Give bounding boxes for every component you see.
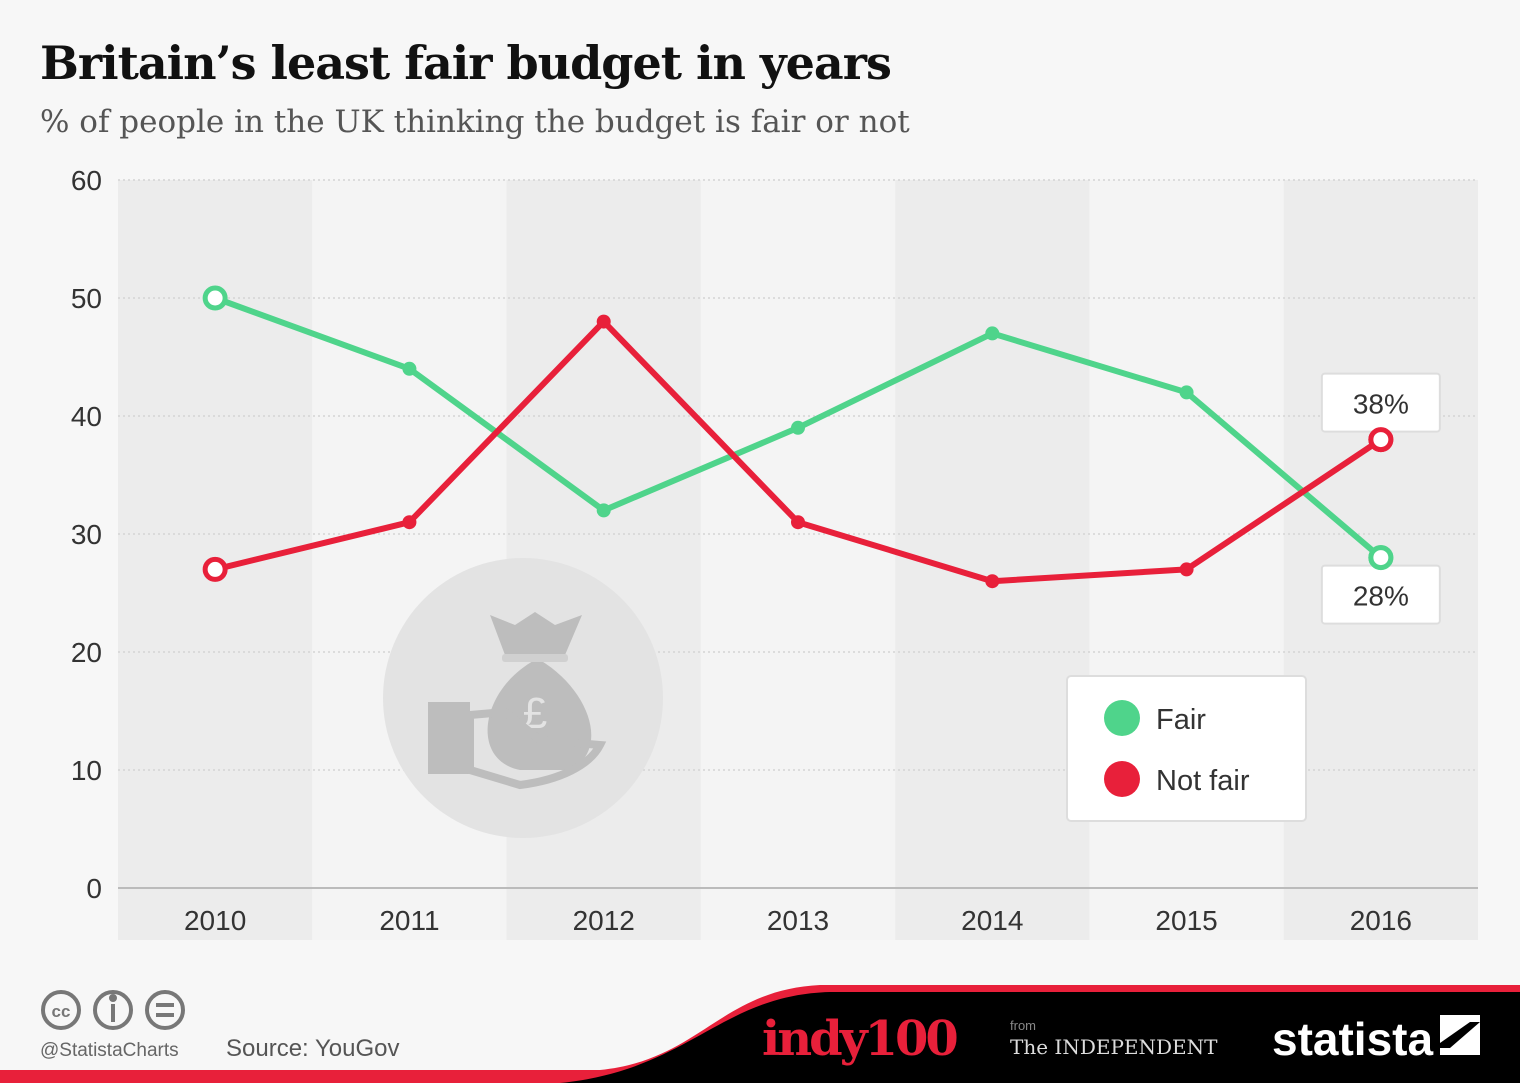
- y-tick-label: 60: [71, 165, 102, 196]
- x-tick-label: 2011: [379, 905, 439, 936]
- footer-source: Source: YouGov: [226, 1035, 399, 1062]
- data-point-not-fair: [402, 515, 417, 530]
- column-band: [700, 180, 896, 940]
- indy100-logo: indy100: [762, 1011, 957, 1067]
- annotation-label: 28%: [1353, 581, 1409, 612]
- data-point-not-fair: [1179, 562, 1194, 577]
- cc-icon: cc: [52, 1002, 71, 1021]
- y-tick-label: 50: [71, 283, 102, 314]
- data-point-fair: [791, 420, 805, 435]
- x-tick-label: 2010: [184, 905, 246, 936]
- data-point-not-fair: [596, 314, 611, 329]
- legend-label-fair: Fair: [1156, 704, 1206, 736]
- y-tick-label: 30: [71, 519, 102, 550]
- data-point-fair: [202, 285, 228, 311]
- cc-license-icons: [41, 990, 185, 1030]
- x-tick-label: 2012: [573, 905, 635, 936]
- chart-title: Britain’s least fair budget in years: [40, 36, 892, 90]
- data-point-not-fair: [202, 556, 228, 582]
- x-tick-label: 2014: [961, 905, 1023, 936]
- legend: Fair Not fair: [1066, 675, 1307, 822]
- data-point-end: [1368, 427, 1394, 453]
- footer-handle: @StatistaCharts: [40, 1040, 179, 1061]
- x-tick-label: 2016: [1350, 905, 1412, 936]
- y-tick-label: 0: [86, 873, 102, 904]
- independent-logo: The INDEPENDENT: [1010, 1035, 1218, 1059]
- chart-subtitle: % of people in the UK thinking the budge…: [40, 104, 910, 140]
- legend-marker-not-fair: [1104, 761, 1140, 797]
- data-point-not-fair: [985, 574, 1000, 589]
- data-point-fair: [402, 361, 417, 376]
- x-tick-label: 2015: [1155, 905, 1217, 936]
- y-tick-label: 10: [71, 755, 102, 786]
- data-point-end: [1368, 545, 1394, 571]
- data-point-fair: [596, 503, 611, 518]
- data-point-fair: [985, 326, 1000, 341]
- y-tick-label: 20: [71, 637, 102, 668]
- statista-mark-icon: [1440, 1015, 1480, 1055]
- legend-label-not-fair: Not fair: [1156, 765, 1250, 797]
- data-point-not-fair: [791, 515, 805, 530]
- column-band: [1089, 180, 1284, 940]
- from-label: from: [1010, 1018, 1036, 1033]
- y-tick-label: 40: [71, 401, 102, 432]
- data-point-fair: [1179, 385, 1194, 400]
- money-bag-illustration: £: [383, 558, 663, 838]
- statista-logo: statista: [1272, 1013, 1433, 1065]
- legend-marker-fair: [1104, 700, 1140, 736]
- annotation-label: 38%: [1353, 389, 1409, 420]
- x-tick-label: 2013: [767, 905, 829, 936]
